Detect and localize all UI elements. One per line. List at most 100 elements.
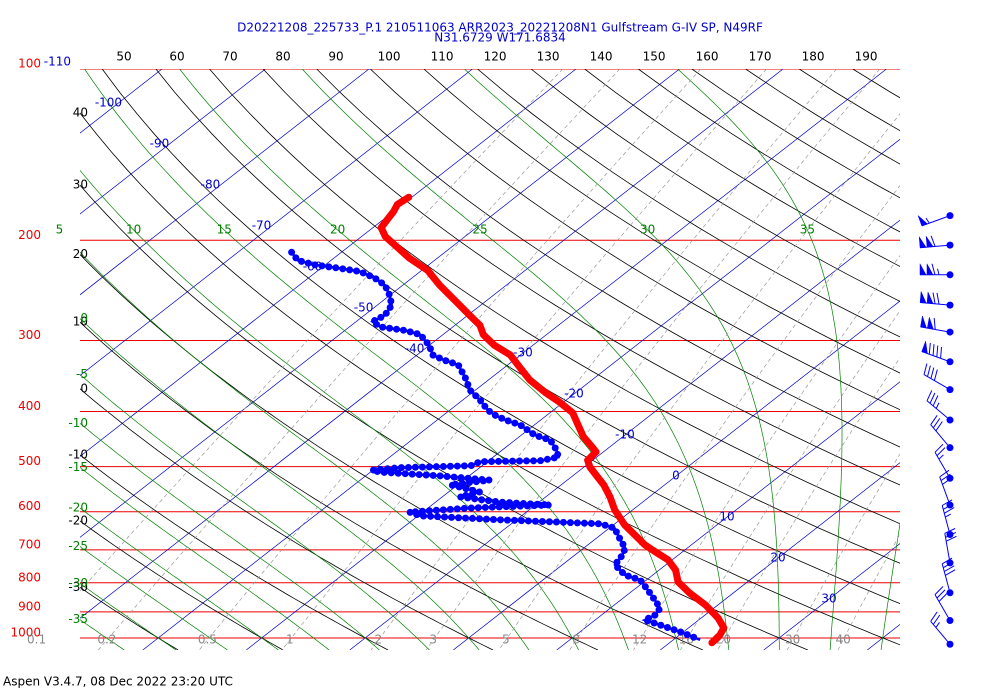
isotherm [80,69,266,215]
top-tick-label: 50 [116,50,131,64]
isotherm-label: -110 [44,55,71,69]
moist-adiabat [80,546,228,650]
wind-pennant [921,341,928,354]
wind-barb [921,342,951,363]
wind-station [946,241,954,249]
pressure-label: 800 [18,570,41,584]
wind-barb [930,611,951,645]
mixing-ratio-label: 0.2 [97,633,116,647]
mixing-ratio-line [281,69,767,650]
dry-adiabat [80,586,179,650]
dry-adiabat [477,69,900,338]
mixing-ratio-label: 8 [572,633,580,647]
wind-station [946,271,954,279]
mixing-ratio-label: 5 [502,633,510,647]
top-tick-label: 100 [378,50,401,64]
wind-station [946,444,954,452]
mixing-ratio-line [680,310,900,650]
moist-adiabat [80,466,330,650]
isotherm-label: 0 [672,469,680,483]
plot-area [80,69,900,650]
isotherm [453,300,900,650]
wind-station [946,212,954,220]
dry-adiabat [80,112,900,646]
wind-barb [934,443,951,479]
wind-barb [941,499,955,535]
wind-station [946,358,954,366]
isotherm [80,69,680,538]
moist-adiabat-label: 25 [472,223,487,237]
mixing-ratio-line [199,69,702,650]
wind-station [946,617,954,625]
mixing-ratio-label: 0.1 [27,633,46,647]
pressure-label: 300 [18,328,41,342]
dry-adiabat [80,388,494,650]
top-tick-label: 150 [643,50,666,64]
isotherm [80,69,577,457]
wind-station [946,328,954,336]
footer: Aspen V3.4.7, 08 Dec 2022 23:20 UTC [3,675,233,689]
wind-barb [934,586,951,621]
moist-adiabat [464,69,780,650]
wind-pennant [919,263,934,276]
moist-adiabat-label: -10 [68,416,88,430]
top-tick-label: 90 [328,50,343,64]
isotherm-label: -10 [615,428,635,442]
dry-adiabat [262,69,900,486]
moist-adiabat-label: 20 [330,223,345,237]
moist-adiabat [80,507,279,650]
mixing-ratio-line [425,69,881,650]
top-tick-label: 180 [802,50,825,64]
mixing-ratio-line [80,69,564,592]
moist-adiabat-label: -25 [68,539,88,553]
wind-barb [941,557,956,593]
dry-adiabat [80,520,284,650]
pressure-label: 500 [18,454,41,468]
wind-pennant [918,236,934,249]
isotherm-label: -40 [405,342,425,356]
moist-adiabat [301,69,730,650]
mixing-ratio-label: 0.5 [198,633,217,647]
mixing-ratio-line [837,533,900,650]
wind-station [946,640,954,648]
dry-adiabat [80,321,599,650]
mixing-ratio-label: 3 [429,633,437,647]
pressure-label: 1000 [10,625,41,639]
mixing-ratio-label: 30 [785,633,800,647]
isotherm-label: 30 [821,592,836,606]
dry-adiabat [80,454,389,650]
moist-adiabat [80,318,480,650]
isotherm-label: -70 [252,219,272,233]
moist-adiabat-label: 10 [126,223,141,237]
moist-adiabat-label: -20 [68,501,88,515]
dry-adiabat-label: -20 [68,513,88,527]
top-tick-label: 140 [590,50,613,64]
wind-barb [930,415,951,449]
pressure-label: 100 [18,57,41,71]
isotherm [80,69,370,296]
mixing-ratio-line [569,185,900,650]
moist-adiabat-label: -5 [76,367,88,381]
wind-barb [926,390,951,421]
top-tick-label: 160 [696,50,719,64]
mixing-ratio-label: 2 [375,633,383,647]
wind-station [946,386,954,394]
isotherm [80,69,473,377]
top-tick-label: 70 [222,50,237,64]
moist-adiabat [677,69,843,650]
isotherm-label: 20 [770,551,785,565]
wind-pennant [920,315,934,330]
moist-adiabat [84,69,629,650]
moist-adiabat-label: 15 [217,223,232,237]
top-tick-label: 170 [749,50,772,64]
moist-adiabat [80,251,530,650]
moist-adiabat [80,374,430,650]
dry-adiabat-label: 30 [73,178,88,192]
moist-adiabat-label: 0 [80,311,88,325]
chart-subtitle: N31.6729 W171.6834 [434,31,566,45]
pressure-label: 200 [18,228,41,242]
dewpoint-profile-line [290,251,701,642]
dry-adiabat [209,69,900,525]
moist-adiabat-label: -30 [68,576,88,590]
